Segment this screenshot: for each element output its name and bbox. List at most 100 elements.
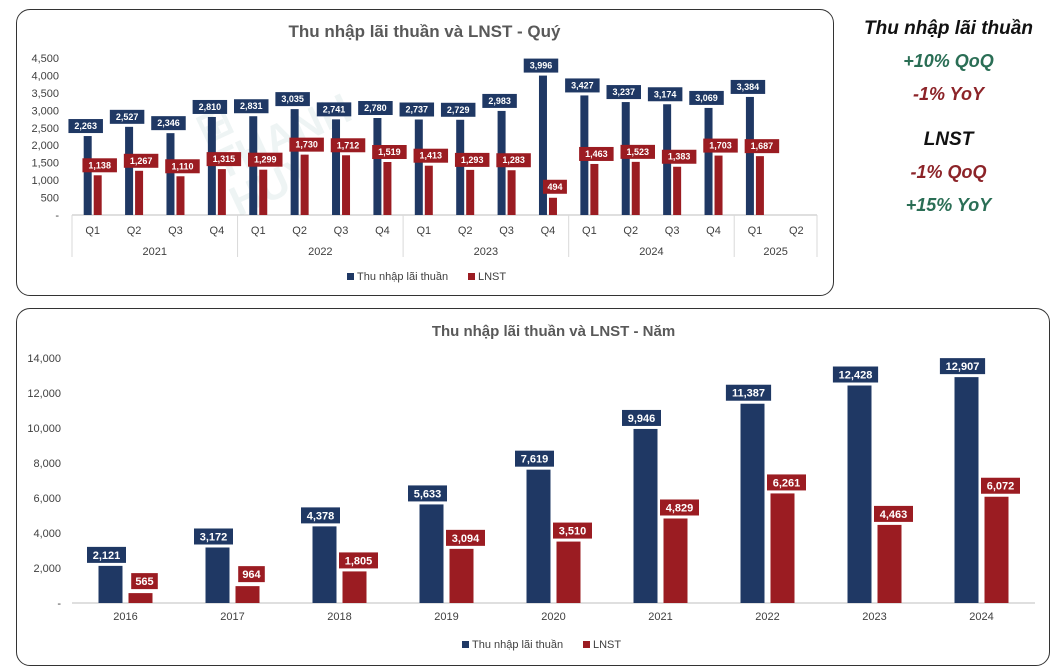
data-label-box [606,85,641,100]
data-label-box [289,137,324,152]
annual-chart: Thu nhập lãi thuần và LNST - Năm - 2,000 4,… [27,323,1035,651]
y-tick-label: 2,500 [31,123,59,135]
data-label-box [339,552,378,569]
bar-lnst [217,169,226,215]
data-label-box [767,474,806,491]
bar-lnst [235,586,260,603]
data-label: 3,237 [612,87,635,97]
data-label-box [87,546,126,563]
legend-swatch-lnst [583,641,590,648]
bar-nii [98,565,123,603]
y-tick-label: 10,000 [27,423,61,435]
legend-label-lnst: LNST [593,639,621,651]
y-tick-label: 4,500 [31,53,59,65]
legend-label-nii: Thu nhập lãi thuần [472,639,563,651]
y-tick-label: - [57,598,61,610]
annual-chart-panel: Thu nhập lãi thuần và LNST - Năm - 2,000 4,… [16,308,1050,666]
data-label: 964 [242,569,261,581]
bar-lnst [466,169,475,215]
data-label-box [131,573,158,590]
data-label-box [446,529,485,546]
data-label: 1,267 [130,156,153,166]
data-label: 2,780 [364,103,387,113]
data-label-box [151,116,186,131]
data-label: 3,035 [281,94,304,104]
bar-lnst [383,162,392,215]
data-label: 2,741 [323,104,346,114]
y-tick-label: 12,000 [27,388,61,400]
legend-swatch-nii [462,641,469,648]
bar-nii [526,469,551,603]
x-tick-label: 2018 [327,611,351,623]
bar-nii [290,109,299,215]
y-tick-label: 3,500 [31,88,59,100]
y-tick-label: 1,000 [31,175,59,187]
bar-lnst [770,493,795,603]
bar-lnst [93,175,102,215]
lnst-yoy: +15% YoY [905,195,992,215]
bar-nii [633,428,658,603]
x-tick-label: 2024 [969,611,993,623]
x-tick-label: 2016 [113,611,137,623]
data-label: 1,703 [709,141,732,151]
bar-lnst [755,156,764,215]
chart-title: Thu nhập lãi thuần và LNST - Năm [432,323,675,340]
data-label: 2,346 [157,118,180,128]
data-label-box [832,366,879,383]
bar-lnst [631,161,640,215]
data-label: 1,523 [626,147,649,157]
data-label: 3,174 [654,89,677,99]
lnst-qoq: -1% QoQ [910,162,987,182]
data-label: 1,383 [668,152,691,162]
data-label: 1,805 [345,555,373,567]
group-label: 2021 [143,246,167,258]
data-label-box [372,145,407,160]
data-label-box [123,153,159,168]
data-label-box [725,384,772,401]
x-tick-label: Q4 [210,225,225,237]
data-label-box [413,148,449,163]
x-tick-label: Q2 [292,225,307,237]
data-label-box [660,499,699,516]
y-tick-label: 6,000 [33,493,61,505]
y-tick-label: 2,000 [33,563,61,575]
data-label-box [234,99,269,114]
x-tick-label: Q1 [582,225,597,237]
data-label: 1,413 [420,151,443,161]
data-label: 494 [547,182,562,192]
data-label: 6,261 [773,477,801,489]
bar-nii [166,133,175,215]
bar-lnst [424,165,433,215]
data-label-box [620,144,655,159]
bar-lnst [590,163,599,215]
bar-lnst [300,154,309,215]
bar-lnst [984,496,1009,603]
data-label: 9,946 [628,413,656,425]
data-label: 1,315 [213,154,236,164]
bar-nii [419,504,444,603]
data-label-box [874,505,913,522]
data-label-box [661,149,697,164]
quarterly-chart: Thu nhập lãi thuần và LNST - Quý - 500 1,00… [31,22,818,283]
data-label: 12,428 [839,370,873,382]
bar-nii [456,119,465,215]
nii-yoy: -1% YoY [912,84,985,104]
nii-qoq: +10% QoQ [903,51,994,71]
x-tick-label: 2022 [755,611,779,623]
bar-lnst [548,197,557,215]
bar-lnst [714,155,723,215]
bar-lnst [176,176,185,215]
data-label-box [330,138,366,153]
data-label-box [192,99,228,114]
bar-lnst [135,170,144,215]
data-label: 7,619 [521,454,549,466]
data-label: 3,427 [571,80,594,90]
y-tick-label: 500 [41,193,59,205]
data-label: 12,907 [946,361,980,373]
data-label-box [689,90,724,105]
data-label-box [565,78,600,93]
data-label-box [206,152,242,167]
data-label-box [358,101,393,116]
bar-nii [125,126,134,215]
